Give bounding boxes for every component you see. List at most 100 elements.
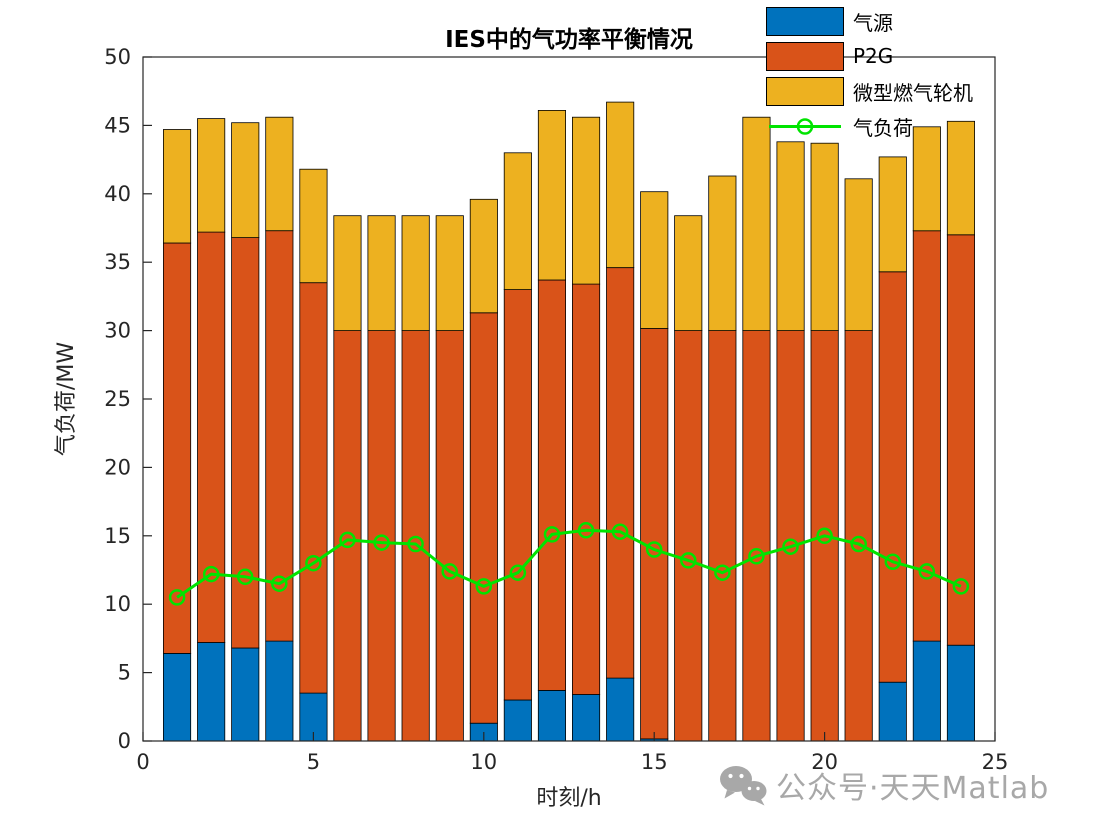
y-tick-label: 15 xyxy=(104,524,131,548)
bar-segment xyxy=(946,120,975,236)
y-tick-label: 30 xyxy=(104,319,131,343)
bar-segment xyxy=(469,312,498,724)
legend-label: P2G xyxy=(853,44,894,68)
bar-segment xyxy=(572,116,601,285)
gas-load-line xyxy=(176,528,962,599)
bar-segment xyxy=(742,116,771,331)
bar-segment xyxy=(162,242,192,654)
watermark: 公众号·天天Matlab xyxy=(716,763,1049,807)
bar-segment xyxy=(231,122,260,238)
gas-load-marker xyxy=(918,563,936,580)
gas-load-marker xyxy=(509,564,527,581)
bar-segment xyxy=(299,168,328,284)
gas-load-marker xyxy=(952,578,970,595)
bar-segment xyxy=(572,283,601,695)
bar-segment xyxy=(367,215,396,331)
x-tick-label: 10 xyxy=(470,750,497,774)
bar-segment xyxy=(265,116,294,232)
legend-item-p2g: P2G xyxy=(766,41,973,71)
gas-load-marker xyxy=(543,526,561,543)
bar-segment xyxy=(537,279,566,691)
bar-segment xyxy=(537,690,566,742)
bar-segment xyxy=(333,330,362,742)
bar-segment xyxy=(606,101,635,268)
bar-segment xyxy=(776,330,805,742)
bar-segment xyxy=(810,142,839,331)
gas-load-marker xyxy=(441,563,458,580)
x-tick-label: 0 xyxy=(136,750,149,774)
bar-segment xyxy=(503,699,532,742)
bar-segment xyxy=(162,129,192,244)
gas-load-marker xyxy=(168,589,186,606)
bar-segment xyxy=(912,126,941,232)
x-tick-label: 20 xyxy=(811,750,838,774)
legend: 气源 P2G 微型燃气轮机 气负荷 xyxy=(766,6,973,146)
bar-segment xyxy=(435,215,464,331)
bar-segment xyxy=(469,198,498,314)
gas-load-marker xyxy=(816,527,833,545)
bar-segment xyxy=(299,282,328,694)
x-axis-label: 时刻/h xyxy=(536,786,602,811)
y-axis-label: 气负荷/MW xyxy=(54,341,79,457)
bar-segment xyxy=(265,640,294,742)
bar-segment xyxy=(333,215,362,331)
x-tick-label: 15 xyxy=(641,750,668,774)
y-tick-label: 20 xyxy=(104,455,131,479)
bar-segment xyxy=(946,644,975,742)
y-tick-label: 35 xyxy=(104,250,131,274)
gas-load-marker xyxy=(850,535,867,553)
wechat-icon xyxy=(720,766,767,806)
bar-segment xyxy=(606,677,635,742)
bar-segment xyxy=(708,330,737,742)
bar-segment xyxy=(878,156,907,273)
bar-segment xyxy=(503,289,532,701)
y-tick-label: 0 xyxy=(118,729,131,753)
gas-load-marker xyxy=(407,535,424,553)
gas-load-marker xyxy=(202,565,220,583)
legend-swatch-p2g xyxy=(766,41,844,71)
y-tick-label: 40 xyxy=(104,182,131,206)
bar-segment xyxy=(162,653,192,742)
gas-load-marker xyxy=(714,564,731,581)
y-tick-label: 50 xyxy=(104,45,131,69)
bar-segment xyxy=(708,175,737,332)
bar-segment xyxy=(912,640,941,742)
bar-segment xyxy=(572,694,601,742)
legend-line-marker-swatch xyxy=(769,117,841,135)
legend-item-gas-source: 气源 xyxy=(766,6,973,36)
bar-segment xyxy=(231,237,260,649)
bar-segment xyxy=(878,681,907,742)
gas-load-marker xyxy=(305,554,322,572)
legend-swatch-micro-turbine xyxy=(766,76,844,106)
bar-segment xyxy=(503,152,532,291)
legend-swatch-gas-source xyxy=(766,6,844,36)
gas-load-marker xyxy=(236,568,254,586)
gas-load-marker xyxy=(748,548,765,565)
watermark-text: 公众号·天天Matlab xyxy=(776,771,1050,806)
bar-segment xyxy=(401,215,430,331)
bar-segment xyxy=(742,330,771,742)
gas-load-marker xyxy=(680,552,697,569)
y-tick-label: 45 xyxy=(104,113,131,137)
bar-segment xyxy=(606,267,635,679)
bar-segment xyxy=(674,330,703,742)
gas-load-marker xyxy=(884,553,902,571)
chart-title: IES中的气功率平衡情况 xyxy=(445,27,693,53)
bar-segment xyxy=(197,118,226,233)
bar-segment xyxy=(231,647,260,742)
bar-segment xyxy=(435,330,464,742)
bar-segment xyxy=(776,141,805,332)
x-tick-label: 5 xyxy=(307,750,320,774)
legend-label: 微型燃气轮机 xyxy=(853,80,973,105)
y-tick-label: 25 xyxy=(104,387,131,411)
gas-load-marker xyxy=(475,578,493,595)
gas-load-marker xyxy=(373,534,390,551)
gas-load-marker xyxy=(645,541,663,558)
bar-segment xyxy=(844,178,873,332)
bar-segment xyxy=(537,110,566,281)
bar-segment xyxy=(640,328,669,740)
y-tick-label: 5 xyxy=(118,661,131,685)
bar-segment xyxy=(878,271,907,683)
gas-load-marker xyxy=(782,538,799,555)
